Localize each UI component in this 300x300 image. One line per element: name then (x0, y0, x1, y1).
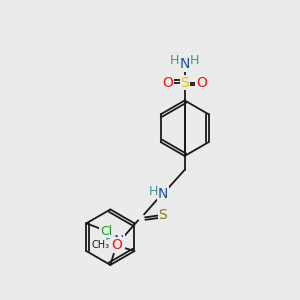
Text: S: S (158, 208, 167, 222)
Text: N: N (158, 187, 168, 201)
Text: O: O (162, 76, 173, 90)
Text: H: H (170, 54, 179, 67)
Text: O: O (196, 76, 207, 90)
Text: H: H (105, 233, 114, 246)
Text: Cl: Cl (100, 225, 112, 238)
Text: H: H (190, 54, 199, 67)
Text: O: O (111, 238, 122, 252)
Text: CH₃: CH₃ (92, 240, 110, 250)
Text: S: S (180, 76, 189, 90)
Text: N: N (114, 234, 124, 248)
Text: N: N (179, 57, 190, 71)
Text: H: H (148, 185, 158, 198)
